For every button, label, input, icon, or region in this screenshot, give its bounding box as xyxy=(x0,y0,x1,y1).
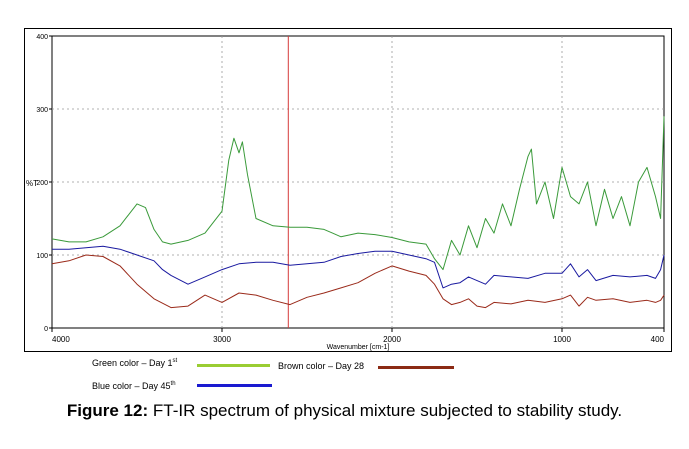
y-tick-label: 400 xyxy=(36,34,48,41)
y-tick-label: 300 xyxy=(36,107,48,114)
caption-prefix: Figure 12: xyxy=(66,401,149,420)
series-layer xyxy=(51,116,665,309)
x-tick-label: 2000 xyxy=(383,335,401,344)
y-tick-label: 0 xyxy=(44,326,48,333)
legend-sup-green: st xyxy=(172,358,178,364)
y-tick-label: 200 xyxy=(36,180,48,187)
grid-layer xyxy=(51,35,665,329)
x-tick-label: 400 xyxy=(651,335,665,344)
y-tick-label: 100 xyxy=(36,253,48,260)
x-axis-label: Wavenumber [cm-1] xyxy=(327,344,390,351)
series-line-1 xyxy=(51,116,665,271)
series-line-2 xyxy=(52,245,665,289)
tick-layer: 4000 3000 2000 1000 4004003002001000%TWavenu… xyxy=(26,34,665,351)
legend-sup-blue: th xyxy=(170,381,176,387)
legend-label-brown: Brown color – Day 28 xyxy=(278,361,365,371)
caption-text: FT-IR spectrum of physical mixture subje… xyxy=(148,401,623,420)
figure-caption: Figure 12: FT-IR spectrum of physical mi… xyxy=(0,401,689,421)
x-tick-label: 4000 xyxy=(52,335,70,344)
x-tick-label: 3000 xyxy=(213,335,231,344)
ftir-chart-svg: 4000 3000 2000 1000 4004003002001000%TWavenu… xyxy=(24,28,672,352)
legend-swatch-green xyxy=(197,364,270,367)
ftir-chart: 4000 3000 2000 1000 400 400 300 200 100 0 %T Wavenu… xyxy=(24,28,672,352)
series-line-3 xyxy=(51,254,665,309)
y-axis-label: %T xyxy=(26,179,38,188)
x-tick-label: 1000 xyxy=(553,335,571,344)
legend-label-green: Green color – Day 1st xyxy=(92,358,178,368)
legend-label-blue: Blue color – Day 45th xyxy=(92,381,176,391)
legend-swatch-blue xyxy=(197,384,272,387)
chart-border xyxy=(24,28,672,352)
legend-swatch-brown xyxy=(378,366,454,369)
